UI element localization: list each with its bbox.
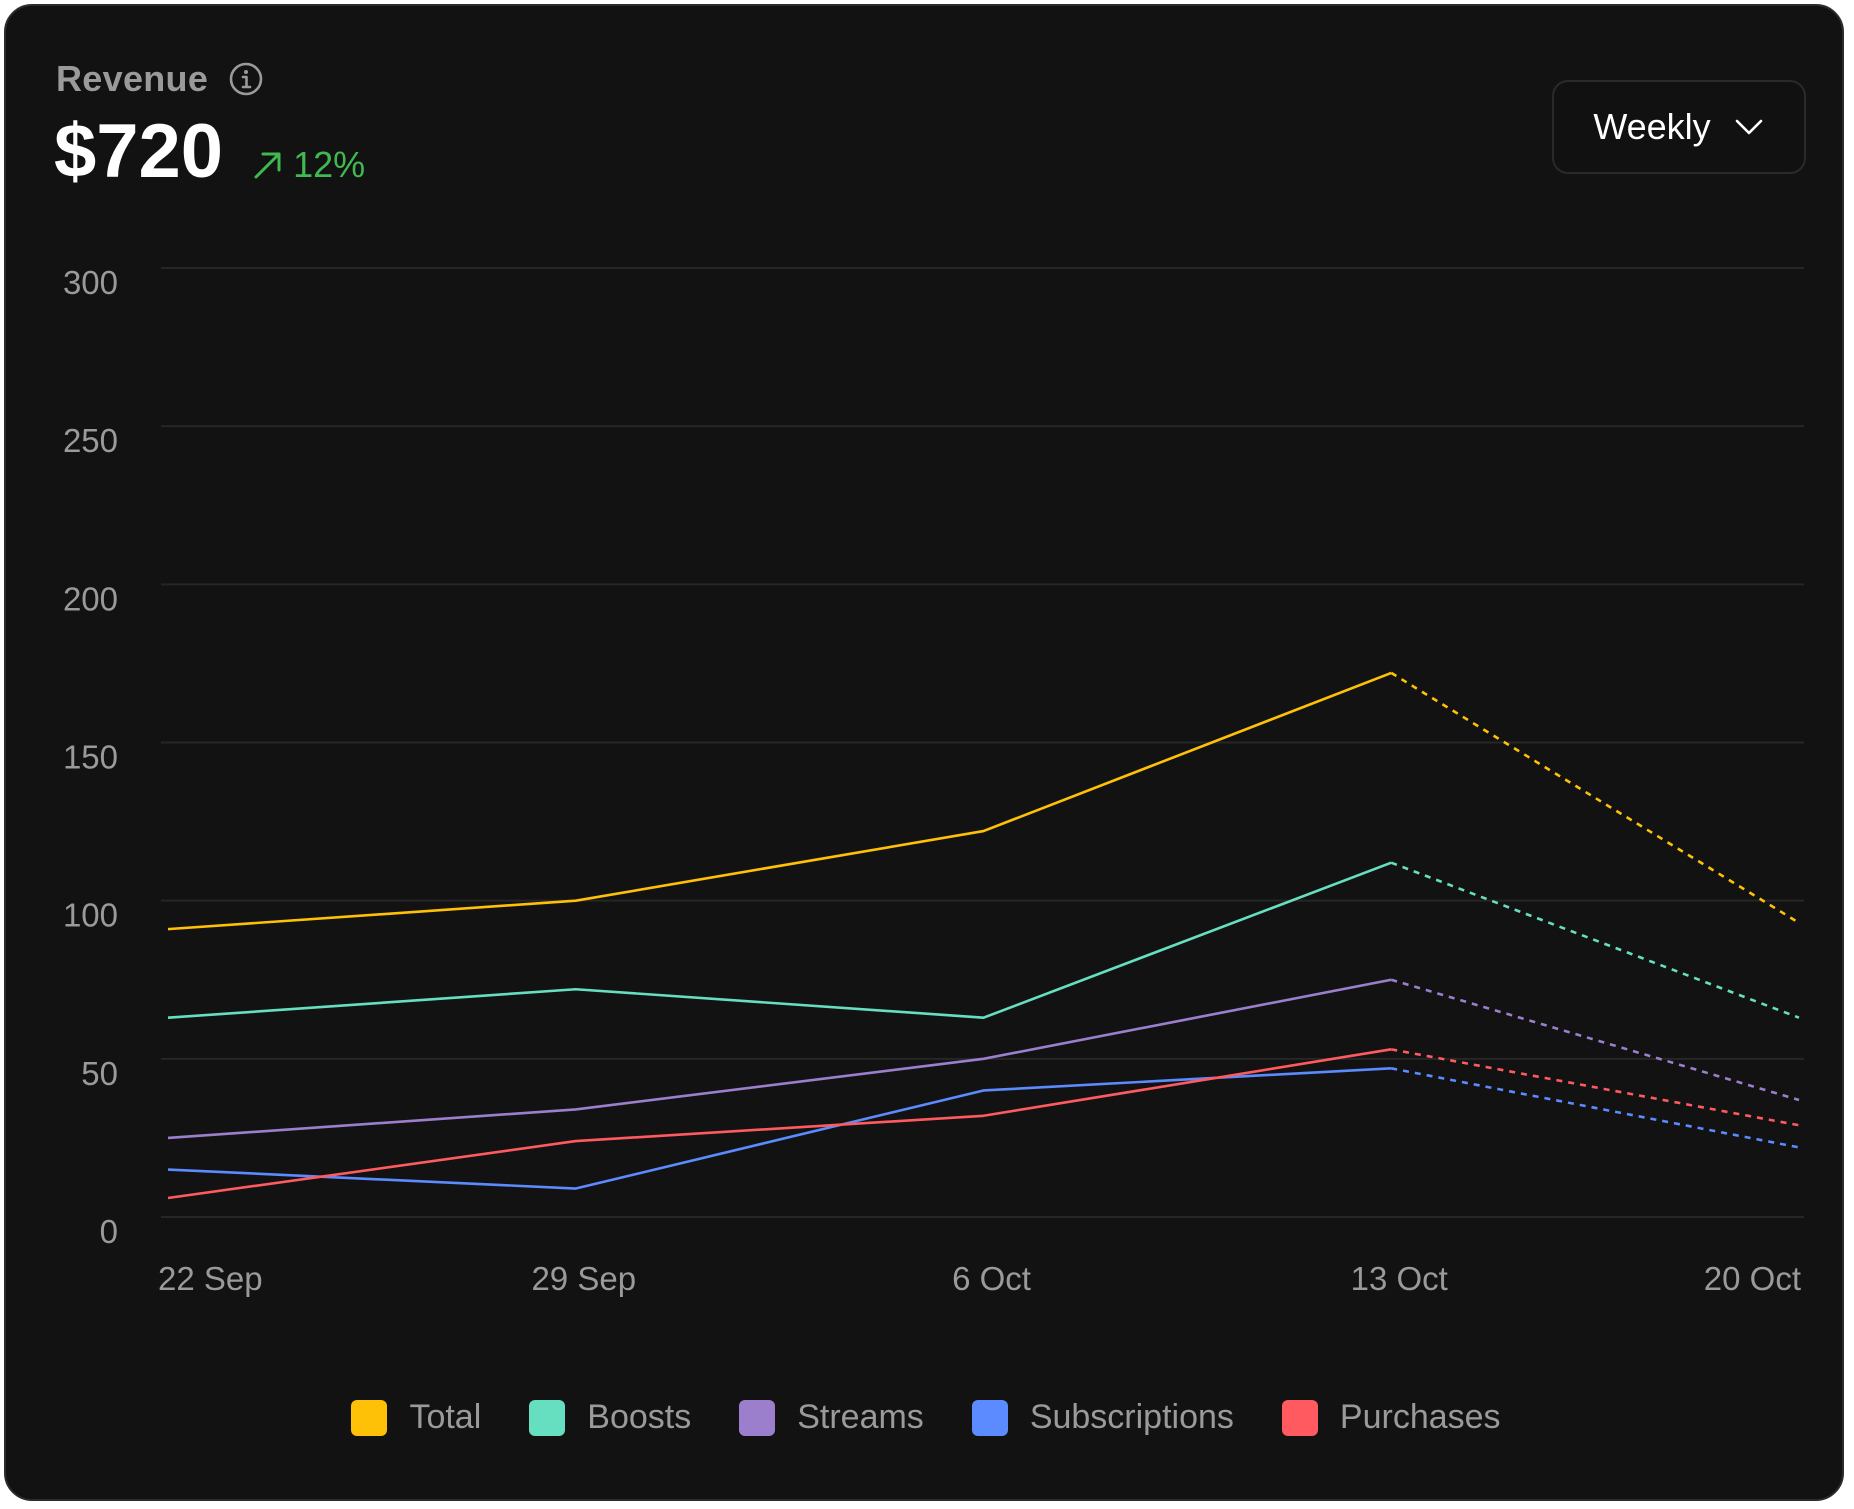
card-header: Revenue bbox=[56, 58, 264, 100]
chart-legend: Total Boosts Streams Subscriptions Purchases bbox=[6, 1398, 1842, 1437]
revenue-value: $720 bbox=[54, 109, 224, 194]
revenue-change: 12% bbox=[251, 144, 365, 190]
legend-swatch bbox=[529, 1399, 566, 1436]
x-tick-label: 22 Sep bbox=[158, 1260, 263, 1297]
legend-label: Streams bbox=[797, 1398, 924, 1436]
period-dropdown[interactable]: Weekly bbox=[1552, 80, 1806, 174]
series-line-boosts bbox=[167, 861, 1392, 1020]
series-line-total bbox=[167, 671, 1392, 931]
info-icon[interactable] bbox=[228, 61, 264, 97]
legend-item-total[interactable]: Total bbox=[351, 1398, 481, 1437]
card-title: Revenue bbox=[56, 58, 209, 99]
y-tick-label: 200 bbox=[63, 580, 118, 617]
legend-item-boosts[interactable]: Boosts bbox=[529, 1398, 691, 1437]
series-projection-purchases bbox=[1391, 1048, 1800, 1127]
legend-item-streams[interactable]: Streams bbox=[739, 1398, 924, 1437]
legend-label: Subscriptions bbox=[1029, 1398, 1234, 1436]
legend-item-subscriptions[interactable]: Subscriptions bbox=[971, 1398, 1234, 1437]
revenue-card: Revenue $720 12% Weekly 300 250 200 150 100 5… bbox=[4, 4, 1844, 1501]
series-projection-total bbox=[1390, 671, 1800, 924]
series-line-subscriptions bbox=[167, 1067, 1392, 1190]
y-tick-label: 100 bbox=[63, 897, 118, 934]
line-chart: 300 250 200 150 100 50 0 22 Sep 29 Sep 6 Oct 13 Oc… bbox=[63, 264, 1804, 1297]
y-tick-label: 300 bbox=[63, 264, 118, 301]
legend-swatch bbox=[971, 1399, 1008, 1436]
series-projection-boosts bbox=[1390, 861, 1800, 1019]
legend-label: Purchases bbox=[1339, 1398, 1501, 1436]
legend-swatch bbox=[739, 1399, 776, 1436]
x-tick-label: 6 Oct bbox=[952, 1260, 1031, 1297]
x-tick-label: 29 Sep bbox=[531, 1260, 636, 1297]
legend-swatch bbox=[1281, 1399, 1318, 1436]
arrow-up-right-icon bbox=[254, 152, 281, 179]
series-line-purchases bbox=[167, 1048, 1392, 1200]
x-tick-label: 13 Oct bbox=[1351, 1260, 1448, 1297]
chevron-down-icon bbox=[1735, 119, 1762, 135]
series-line-streams bbox=[167, 978, 1392, 1140]
y-tick-label: 50 bbox=[81, 1055, 118, 1092]
legend-label: Total bbox=[409, 1398, 482, 1436]
change-percent: 12% bbox=[293, 144, 366, 185]
legend-item-purchases[interactable]: Purchases bbox=[1281, 1398, 1501, 1437]
y-tick-label: 250 bbox=[63, 422, 118, 459]
series-projection-streams bbox=[1390, 978, 1800, 1102]
period-selected-label: Weekly bbox=[1593, 106, 1711, 147]
legend-swatch bbox=[351, 1399, 388, 1436]
x-tick-label: 20 Oct bbox=[1704, 1260, 1801, 1297]
legend-label: Boosts bbox=[587, 1398, 692, 1436]
revenue-summary: $720 12% bbox=[54, 114, 365, 190]
y-tick-label: 150 bbox=[63, 739, 118, 776]
y-tick-label: 0 bbox=[100, 1213, 118, 1250]
series-projection-subscriptions bbox=[1391, 1067, 1800, 1149]
